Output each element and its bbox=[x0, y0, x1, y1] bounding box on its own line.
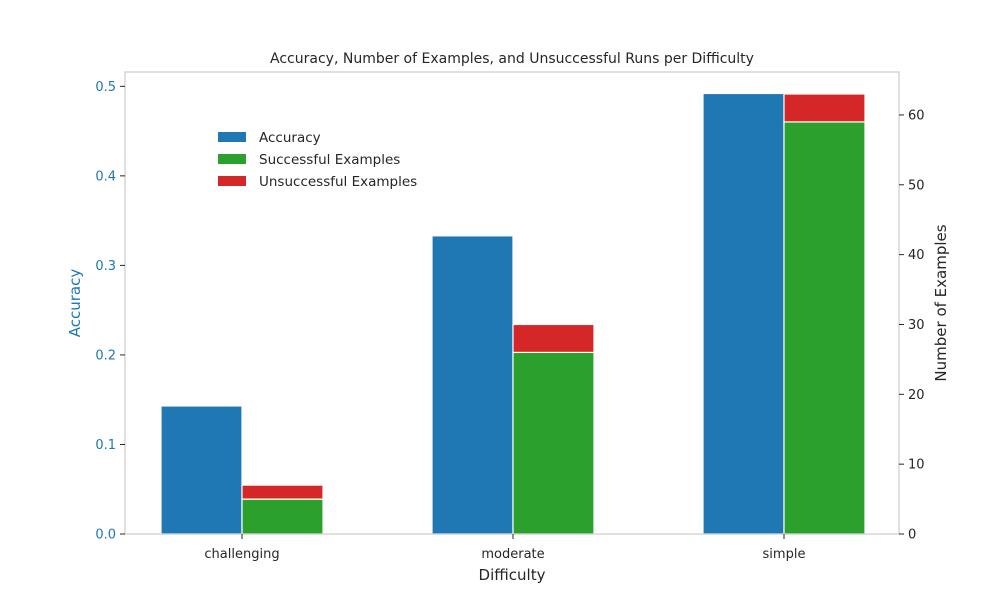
legend: Accuracy Successful Examples Unsuccessful … bbox=[218, 130, 417, 190]
left-tick-label: 0.1 bbox=[95, 438, 116, 453]
left-axis-ticks: 0.0 0.1 0.2 0.3 0.4 0.5 bbox=[95, 80, 125, 543]
x-tick-label: simple bbox=[763, 547, 806, 562]
right-axis-ticks: 0 10 20 30 40 50 60 bbox=[899, 108, 925, 543]
left-tick-label: 0.3 bbox=[95, 259, 116, 274]
x-axis-label: Difficulty bbox=[479, 566, 546, 584]
accuracy-bar bbox=[431, 235, 514, 535]
successful-examples-bar bbox=[512, 351, 595, 535]
right-tick-label: 60 bbox=[908, 108, 925, 123]
successful-examples-bar bbox=[241, 498, 324, 535]
right-tick-label: 0 bbox=[908, 528, 916, 543]
legend-swatch bbox=[218, 176, 246, 186]
accuracy-bar bbox=[160, 405, 243, 535]
x-tick-label: moderate bbox=[481, 547, 544, 562]
legend-swatch bbox=[218, 154, 246, 164]
successful-examples-bar bbox=[783, 121, 866, 535]
legend-label: Accuracy bbox=[259, 130, 321, 146]
left-tick-label: 0.2 bbox=[95, 348, 116, 363]
left-axis-label: Accuracy bbox=[66, 269, 84, 338]
unsuccessful-examples-bar bbox=[241, 484, 324, 500]
right-axis-label: Number of Examples bbox=[932, 224, 950, 381]
unsuccessful-examples-bar bbox=[512, 323, 595, 354]
unsuccessful-examples-bar bbox=[783, 93, 866, 123]
x-axis-ticks: challenging moderate simple bbox=[204, 534, 805, 562]
x-tick-label: challenging bbox=[204, 547, 279, 562]
right-tick-label: 30 bbox=[908, 318, 925, 333]
legend-swatch bbox=[218, 132, 246, 142]
legend-label: Unsuccessful Examples bbox=[259, 174, 417, 190]
left-tick-label: 0.4 bbox=[95, 169, 116, 184]
right-tick-label: 20 bbox=[908, 388, 925, 403]
legend-label: Successful Examples bbox=[259, 152, 400, 168]
left-tick-label: 0.5 bbox=[95, 80, 116, 95]
plot-frame bbox=[124, 71, 900, 535]
left-tick-label: 0.0 bbox=[95, 528, 116, 543]
bars-group bbox=[160, 92, 866, 535]
right-tick-label: 10 bbox=[908, 458, 925, 473]
chart-title: Accuracy, Number of Examples, and Unsucc… bbox=[270, 51, 754, 67]
right-tick-label: 50 bbox=[908, 178, 925, 193]
right-tick-label: 40 bbox=[908, 248, 925, 263]
accuracy-bar bbox=[702, 92, 785, 535]
